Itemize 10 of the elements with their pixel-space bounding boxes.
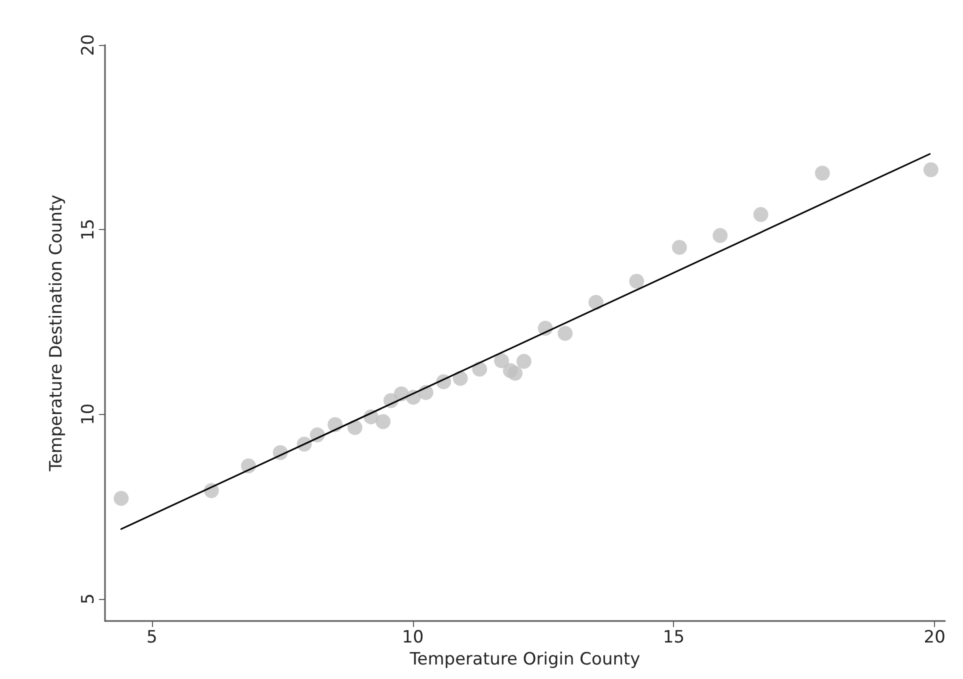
x-tick-label: 5 <box>146 628 158 648</box>
x-tick-label: 15 <box>662 628 685 648</box>
x-tick-label: 20 <box>924 628 946 648</box>
x-tick-label: 10 <box>402 628 424 648</box>
x-axis-title: Temperature Origin County <box>408 649 640 670</box>
y-tick-label: 20 <box>78 34 98 56</box>
y-axis-title: Temperature Destination County <box>46 194 66 472</box>
y-tick-label: 10 <box>78 403 98 426</box>
y-tick-label: 15 <box>78 218 98 240</box>
y-tick-label: 5 <box>78 593 98 604</box>
